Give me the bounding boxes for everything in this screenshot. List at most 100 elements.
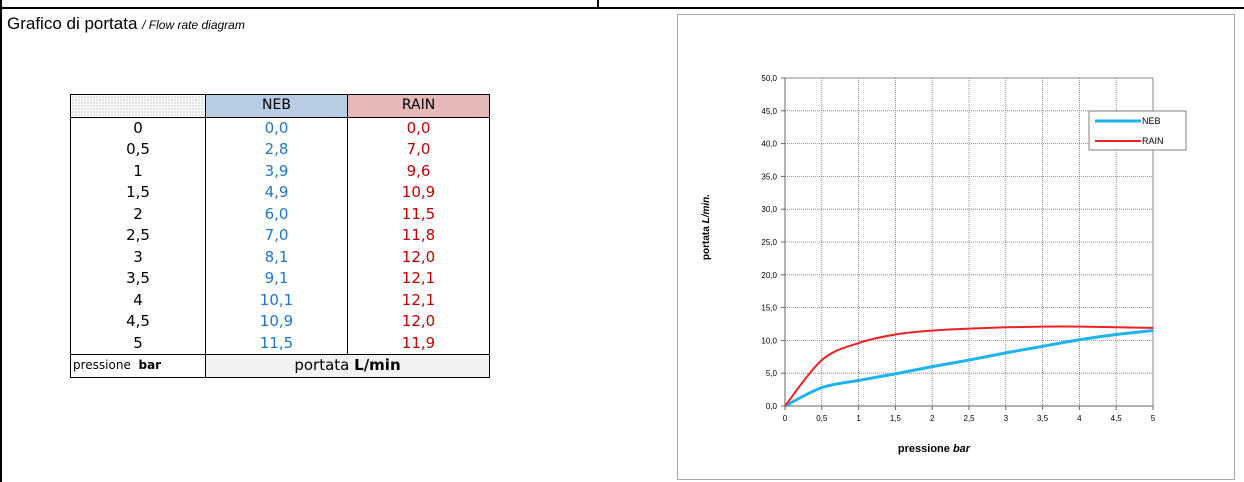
y-tick-label: 10,0: [761, 336, 777, 345]
x-tick-label: 5: [1151, 414, 1156, 423]
y-tick-label: 45,0: [761, 107, 777, 116]
footer-pressure-unit: bar: [138, 358, 162, 373]
outer-border-top: [0, 7, 1244, 9]
x-tick-label: 0,5: [816, 414, 828, 423]
y-axis-label-unit: L/min.: [701, 194, 712, 223]
table-row: 5 11,5 11,9: [70, 332, 490, 355]
table-row: 4 10,1 12,1: [70, 289, 490, 311]
pressure-cell: 3: [70, 246, 206, 268]
neb-value-cell: 2,8: [205, 139, 348, 161]
table-body: 0 0,0 0,0 0,5 2,8 7,0 1 3,9 9,6 1,5 4,9 10,9 2 6,0 11,…: [70, 117, 490, 355]
pressure-cell: 4,5: [70, 311, 206, 333]
neb-value-cell: 7,0: [205, 225, 348, 247]
x-tick-label: 0: [783, 414, 788, 423]
page-title: Grafico di portata / Flow rate diagram: [7, 14, 245, 34]
pressure-cell: 4: [70, 289, 206, 311]
footer-flow-unit: L/min: [354, 356, 401, 375]
x-axis-label-word: pressione: [898, 443, 950, 455]
x-tick-label: 4,5: [1111, 414, 1123, 423]
y-axis-label-word: portata: [701, 226, 712, 260]
x-axis-label: pressione bar: [898, 443, 971, 455]
x-tick-label: 1,5: [890, 414, 902, 423]
neb-value-cell: 3,9: [205, 160, 348, 182]
neb-value-cell: 8,1: [205, 246, 348, 268]
title-english: / Flow rate diagram: [142, 18, 245, 32]
pressure-cell: 1: [70, 160, 206, 182]
x-tick-label: 3: [1004, 414, 1009, 423]
pressure-cell: 0,5: [70, 139, 206, 161]
rain-value-cell: 7,0: [347, 139, 490, 161]
footer-flow-label: portata L/min: [205, 354, 490, 378]
y-tick-label: 40,0: [761, 140, 777, 149]
pressure-cell: 2,5: [70, 225, 206, 247]
series-line-neb: [784, 329, 1154, 408]
pressure-cell: 2: [70, 203, 206, 225]
tick-labels: 0,05,010,015,020,025,030,035,040,045,050…: [761, 74, 1155, 423]
series-line-rain: [784, 325, 1154, 407]
x-tick-label: 3,5: [1037, 414, 1049, 423]
table-row: 1,5 4,9 10,9: [70, 182, 490, 204]
x-tick-label: 2: [930, 414, 935, 423]
neb-value-cell: 9,1: [205, 268, 348, 290]
y-tick-label: 50,0: [761, 74, 777, 83]
y-axis-label: portata L/min.: [701, 194, 712, 260]
footer-flow-word: portata: [294, 356, 350, 375]
header-neb: NEB: [205, 94, 348, 118]
legend-neb-label: NEB: [1142, 116, 1161, 126]
y-tick-label: 15,0: [761, 304, 777, 313]
rain-value-cell: 12,0: [347, 246, 490, 268]
table-row: 0,5 2,8 7,0: [70, 139, 490, 161]
pressure-cell: 3,5: [70, 268, 206, 290]
rain-value-cell: 12,1: [347, 289, 490, 311]
x-axis-label-unit: bar: [953, 443, 971, 455]
rain-value-cell: 0,0: [347, 117, 490, 139]
grid: [781, 77, 1154, 410]
flow-rate-chart: 0,05,010,015,020,025,030,035,040,045,050…: [701, 74, 1187, 455]
neb-value-cell: 10,1: [205, 289, 348, 311]
header-divider: [597, 0, 599, 9]
rain-value-cell: 12,1: [347, 268, 490, 290]
rain-value-cell: 11,8: [347, 225, 490, 247]
x-tick-label: 2,5: [963, 414, 975, 423]
rain-value-cell: 12,0: [347, 311, 490, 333]
rain-value-cell: 9,6: [347, 160, 490, 182]
rain-value-cell: 11,5: [347, 203, 490, 225]
table-corner-cell: [70, 94, 206, 118]
table-row: 0 0,0 0,0: [70, 117, 490, 139]
table-row: 2 6,0 11,5: [70, 203, 490, 225]
header-rain: RAIN: [347, 94, 490, 118]
outer-border-left: [0, 0, 2, 482]
footer-pressure-label: pressione bar: [70, 354, 206, 378]
x-tick-label: 1: [856, 414, 861, 423]
title-italian: Grafico di portata: [7, 14, 138, 33]
x-tick-label: 4: [1077, 414, 1082, 423]
y-tick-label: 30,0: [761, 205, 777, 214]
y-tick-label: 35,0: [761, 172, 777, 181]
y-tick-label: 20,0: [761, 271, 777, 280]
footer-pressure-word: pressione: [73, 358, 131, 373]
pressure-cell: 5: [70, 332, 206, 355]
series-lines: [784, 325, 1154, 408]
y-tick-label: 0,0: [766, 402, 778, 411]
table-row: 3 8,1 12,0: [70, 246, 490, 268]
neb-value-cell: 4,9: [205, 182, 348, 204]
legend-box: [1088, 110, 1187, 151]
table-row: 3,5 9,1 12,1: [70, 268, 490, 290]
chart-frame: 0,0 5,0 10,0 15,0 20,0 25,0 30,0 35,0 40,0 45,0 50…: [677, 14, 1235, 480]
table-row: 2,5 7,0 11,8: [70, 225, 490, 247]
legend: NEB RAIN: [1088, 110, 1187, 151]
rain-value-cell: 10,9: [347, 182, 490, 204]
legend-rain-label: RAIN: [1142, 136, 1164, 146]
neb-value-cell: 10,9: [205, 311, 348, 333]
neb-value-cell: 6,0: [205, 203, 348, 225]
neb-value-cell: 11,5: [205, 332, 348, 355]
table-row: 4,5 10,9 12,0: [70, 311, 490, 333]
neb-value-cell: 0,0: [205, 117, 348, 139]
pressure-cell: 0: [70, 117, 206, 139]
flow-rate-table: NEB RAIN 0 0,0 0,0 0,5 2,8 7,0 1 3,9 9,6 1,5 4,9 10…: [70, 94, 490, 378]
rain-value-cell: 11,9: [347, 332, 490, 355]
pressure-cell: 1,5: [70, 182, 206, 204]
y-tick-label: 25,0: [761, 238, 777, 247]
table-row: 1 3,9 9,6: [70, 160, 490, 182]
y-tick-label: 5,0: [766, 369, 778, 378]
